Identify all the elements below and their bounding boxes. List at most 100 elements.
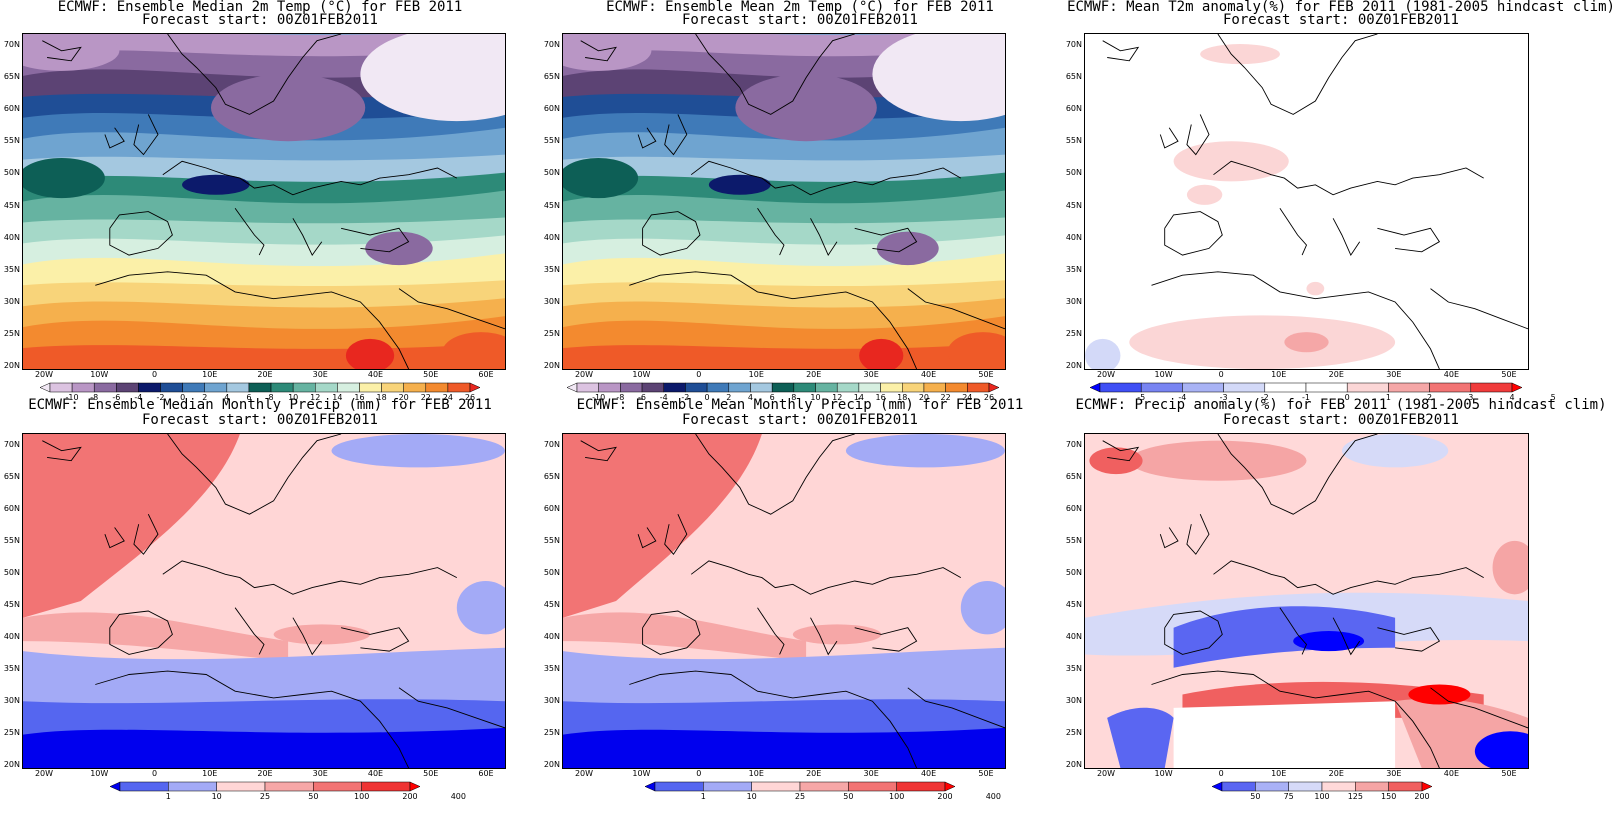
map-area xyxy=(22,33,506,370)
lat-label: 50N xyxy=(543,168,560,178)
panel-median-precip: ECMWF: Ensemble Median Monthly Precip (m… xyxy=(0,398,520,828)
panel-mean-precip: ECMWF: Ensemble Mean Monthly Precip (mm)… xyxy=(540,398,1060,828)
lat-label: 65N xyxy=(1065,472,1082,481)
colorbar-tick-label: 14 xyxy=(332,393,343,402)
lon-label: 20E xyxy=(1328,769,1344,778)
lat-label: 40N xyxy=(3,632,20,641)
lon-label: 30E xyxy=(312,370,328,379)
lon-label: 20E xyxy=(806,769,822,778)
colorbar-tick-label: -10 xyxy=(592,393,606,402)
lat-label: 60N xyxy=(3,504,20,513)
colorbar-tick-label: 75 xyxy=(1283,792,1294,801)
lat-label: 40N xyxy=(543,232,560,242)
lon-label: 0 xyxy=(696,370,702,379)
lat-label: 30N xyxy=(543,296,560,306)
colorbar-tick-label: 4 xyxy=(224,393,230,402)
lon-label: 40E xyxy=(1443,769,1460,778)
panel-subtitle: Forecast start: 00Z01FEB2011 xyxy=(681,412,918,428)
lon-label: 50E xyxy=(423,370,439,379)
lat-label: 45N xyxy=(543,600,560,609)
colorbar-tick-label: 24 xyxy=(442,393,453,402)
lat-label: 40N xyxy=(3,232,20,242)
lon-label: 10W xyxy=(90,769,109,778)
lat-label: 55N xyxy=(3,536,20,545)
map-svg xyxy=(23,34,505,369)
lon-label: 40E xyxy=(367,769,384,778)
lat-label: 70N xyxy=(1065,40,1082,49)
lat-label: 70N xyxy=(3,40,20,49)
colorbar xyxy=(566,382,1000,393)
map-svg xyxy=(563,434,1005,768)
lon-label: 40E xyxy=(367,370,384,379)
colorbar-tick-label: 26 xyxy=(464,393,476,402)
lat-label: 65N xyxy=(543,72,560,82)
lat-label: 55N xyxy=(3,136,20,146)
lat-label: 20N xyxy=(3,361,20,370)
colorbar-tick-label: 100 xyxy=(1314,792,1330,801)
lon-label: 50E xyxy=(978,769,994,778)
lat-label: 60N xyxy=(1065,104,1082,114)
lat-label: 25N xyxy=(543,328,560,338)
lat-label: 65N xyxy=(3,472,20,481)
lon-label: 40E xyxy=(1443,370,1460,379)
colorbar-tick-label: 10 xyxy=(211,792,222,801)
lat-label: 35N xyxy=(543,264,560,274)
map-area xyxy=(562,433,1006,769)
lon-label: 20W xyxy=(574,370,594,379)
lat-label: 35N xyxy=(543,664,560,673)
colorbar-tick-label: 1 xyxy=(700,792,706,801)
panel-mean-temp: ECMWF: Ensemble Mean 2m Temp (°C) for FE… xyxy=(540,0,1060,404)
colorbar-tick-label: 0 xyxy=(180,393,186,402)
colorbar-tick-label: 3 xyxy=(1468,393,1474,402)
lat-label: 45N xyxy=(3,200,20,210)
lat-label: 20N xyxy=(3,760,20,769)
lat-label: 40N xyxy=(1065,232,1082,242)
colorbar-tick-label: -10 xyxy=(65,393,79,402)
lat-label: 30N xyxy=(543,696,560,705)
map-area xyxy=(562,33,1006,370)
colorbar-tick-label: 12 xyxy=(310,393,321,402)
colorbar-tick-label: 26 xyxy=(983,393,995,402)
lon-label: 20E xyxy=(1328,370,1344,379)
colorbar-tick-label: 2 xyxy=(202,393,208,402)
lat-label: 55N xyxy=(1065,136,1082,146)
colorbar-tick-label: 2 xyxy=(1427,393,1433,402)
panel-title: ECMWF: Ensemble Median 2m Temp (°C) for … xyxy=(57,0,463,15)
lon-label: 20W xyxy=(34,370,54,379)
colorbar xyxy=(1089,382,1523,393)
lon-label: 10E xyxy=(202,769,218,778)
lat-label: 45N xyxy=(1065,600,1082,609)
lon-label: 10W xyxy=(90,370,109,379)
lat-label: 65N xyxy=(3,72,20,82)
lon-label: 30E xyxy=(863,370,879,379)
colorbar-tick-label: -1 xyxy=(1302,393,1310,402)
colorbar-tick-label: -6 xyxy=(638,393,647,402)
lat-label: 60N xyxy=(1065,504,1082,513)
lat-label: 30N xyxy=(3,696,20,705)
lon-label: 0 xyxy=(1218,769,1224,778)
lat-label: 60N xyxy=(543,104,560,114)
colorbar-tick-label: -3 xyxy=(1219,393,1228,402)
colorbar-tick-label: 16 xyxy=(354,393,365,402)
lon-label: 10E xyxy=(202,370,218,379)
lon-label: 20W xyxy=(1096,370,1116,379)
lon-label: 10E xyxy=(748,769,764,778)
lon-label: 30E xyxy=(1386,769,1402,778)
lat-label: 25N xyxy=(3,328,20,338)
colorbar-tick-label: 100 xyxy=(354,792,370,801)
lon-label: 60E xyxy=(478,769,494,778)
colorbar-tick-label: 18 xyxy=(376,393,387,402)
map-svg xyxy=(563,34,1005,369)
colorbar-tick-label: 18 xyxy=(897,393,908,402)
colorbar-tick-label: 125 xyxy=(1347,792,1363,801)
colorbar-tick-label: 20 xyxy=(918,393,930,402)
panel-title: ECMWF: Ensemble Mean 2m Temp (°C) for FE… xyxy=(606,0,994,15)
lat-label: 30N xyxy=(1065,696,1082,705)
lat-label: 20N xyxy=(543,760,560,769)
colorbar-tick-label: -2 xyxy=(156,393,165,402)
lat-label: 20N xyxy=(1065,361,1082,370)
colorbar-tick-label: 16 xyxy=(875,393,886,402)
lat-label: 35N xyxy=(1065,664,1082,673)
map-area xyxy=(22,433,506,769)
lat-label: 25N xyxy=(1065,328,1082,338)
